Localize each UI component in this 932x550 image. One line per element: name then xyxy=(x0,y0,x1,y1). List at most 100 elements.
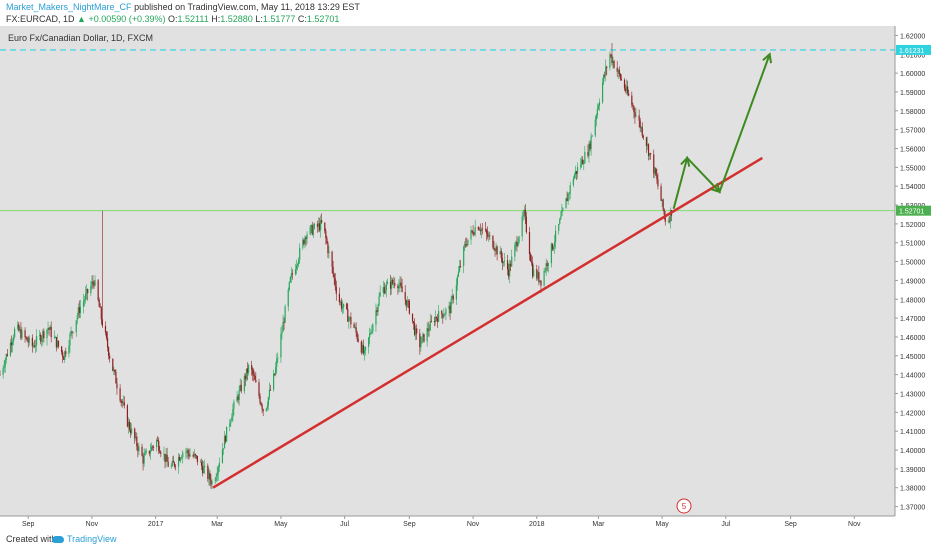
candle-body xyxy=(444,314,446,316)
candle-body xyxy=(416,328,418,334)
x-tick-label: 2018 xyxy=(529,521,545,528)
price-chart[interactable]: Euro Fx/Canadian Dollar, 1D, FXCM 1.3700… xyxy=(0,26,932,528)
candle-body xyxy=(334,278,336,287)
candle-body xyxy=(295,265,298,270)
candle-body xyxy=(25,336,27,338)
candle-body xyxy=(426,328,428,342)
candle-body xyxy=(215,476,217,481)
candle-body xyxy=(101,319,103,326)
candle-body xyxy=(68,345,70,354)
candle-body xyxy=(648,153,651,156)
candle-body xyxy=(632,104,634,107)
candle-body xyxy=(443,315,445,318)
candle-body xyxy=(545,263,547,271)
candle-body xyxy=(620,78,622,80)
candle-body xyxy=(414,323,416,335)
candle-body xyxy=(485,229,487,231)
candle-body xyxy=(268,389,271,398)
candle-body xyxy=(226,426,228,442)
y-tick-label: 1.40000 xyxy=(900,448,925,455)
candle-body xyxy=(584,151,586,164)
tradingview-brand-label: TradingView xyxy=(67,534,117,544)
candle-body xyxy=(458,266,461,272)
candle-body xyxy=(496,246,498,255)
candle-body xyxy=(389,281,392,289)
candle-body xyxy=(331,251,333,267)
candle-body xyxy=(265,408,267,411)
low-label: L: xyxy=(255,14,263,24)
candle-body xyxy=(207,465,209,479)
author-link[interactable]: Market_Makers_NightMare_CF xyxy=(6,2,132,12)
candle-body xyxy=(434,316,437,323)
candle-body xyxy=(441,311,443,315)
candle-body xyxy=(177,456,180,467)
candle-body xyxy=(420,343,422,348)
candle-body xyxy=(399,282,401,286)
candle-body xyxy=(655,168,657,176)
candle-body xyxy=(465,244,467,245)
projection-arrow[interactable] xyxy=(672,53,771,210)
candle-body xyxy=(143,455,145,464)
candle-body xyxy=(98,299,100,308)
candle-body xyxy=(3,366,5,369)
candle-body xyxy=(119,388,121,401)
candle-body xyxy=(57,340,60,347)
candle-body xyxy=(35,336,38,346)
candle-body xyxy=(515,241,517,245)
chart-area[interactable]: Euro Fx/Canadian Dollar, 1D, FXCM 1.3700… xyxy=(0,26,932,528)
candle-body xyxy=(406,300,408,307)
candle-body xyxy=(481,228,484,230)
candle-body xyxy=(325,231,327,239)
candle-body xyxy=(347,308,349,322)
candle-body xyxy=(377,305,379,312)
candle-body xyxy=(189,454,191,457)
candle-body xyxy=(311,225,313,235)
candle-body xyxy=(134,428,136,439)
candle-body xyxy=(109,355,111,359)
candle-body xyxy=(208,472,210,479)
candle-body xyxy=(477,227,479,230)
candle-body xyxy=(245,368,248,380)
candle-body xyxy=(70,331,72,335)
candle-body xyxy=(128,421,131,430)
candle-body xyxy=(369,333,371,338)
candle-body xyxy=(408,301,410,314)
candle-body xyxy=(493,247,495,250)
candle-body xyxy=(430,320,432,322)
candle-body xyxy=(275,366,277,375)
candle-body xyxy=(660,186,662,201)
candle-body xyxy=(267,397,269,406)
candle-body xyxy=(486,230,488,234)
candle-body xyxy=(126,405,129,427)
candle-body xyxy=(626,86,628,91)
candle-body xyxy=(115,372,117,384)
candle-body xyxy=(516,241,518,247)
event-badge[interactable]: 5 xyxy=(676,498,692,514)
candle-body xyxy=(75,320,77,333)
candle-body xyxy=(371,331,373,333)
candle-body xyxy=(384,290,386,294)
chart-header: Market_Makers_NightMare_CF published on … xyxy=(0,0,932,26)
candle-body xyxy=(448,305,450,310)
candle-body xyxy=(276,358,278,367)
support-trendline[interactable] xyxy=(212,156,764,489)
candle-body xyxy=(12,337,15,342)
candle-body xyxy=(474,227,476,235)
candle-body xyxy=(663,209,665,215)
candle-body xyxy=(54,336,56,338)
candle-body xyxy=(338,293,341,303)
resistance-price-tag xyxy=(896,44,931,55)
candle-body xyxy=(316,223,319,227)
candle-body xyxy=(452,295,454,300)
candle-body xyxy=(349,317,351,319)
earnings-icon[interactable] xyxy=(676,498,692,514)
y-tick-label: 1.61000 xyxy=(900,52,925,59)
candle-body xyxy=(378,296,380,306)
candle-body xyxy=(553,242,556,247)
price-change: ▲ +0.00590 (+0.39%) xyxy=(77,14,166,24)
candle-body xyxy=(151,446,154,448)
candle-body xyxy=(362,344,365,354)
tradingview-brand[interactable]: TradingView xyxy=(52,534,117,544)
candle-body xyxy=(31,337,33,347)
y-tick-label: 1.42000 xyxy=(900,410,925,417)
